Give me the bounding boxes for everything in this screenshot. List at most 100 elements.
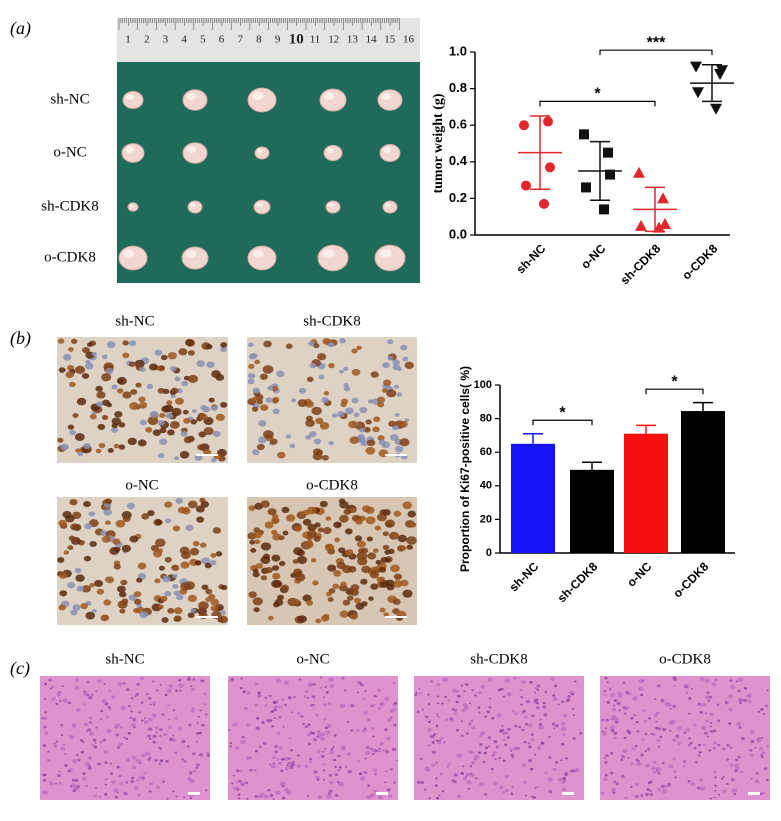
cell [210,552,217,558]
cell [308,757,313,761]
cell [308,760,313,764]
cell [89,582,95,588]
ruler-number: 4 [181,34,187,46]
cell [171,564,180,571]
cell [673,685,676,687]
cell [82,772,86,775]
cell [233,786,238,791]
cell [129,535,139,543]
cell [625,691,630,694]
cell [632,713,637,717]
cell [141,719,144,722]
cell [53,742,56,745]
cell [504,743,508,747]
cell [278,560,286,567]
cell [164,590,172,597]
cell [58,367,66,373]
cell [367,399,374,404]
cell [136,683,140,686]
cell [109,547,120,555]
y-tick-label: 0.0 [449,226,467,241]
cell [692,723,698,727]
cell [706,691,710,694]
cell [443,741,446,744]
ruler-number: 1 [125,34,131,46]
cell [374,525,382,531]
cell [622,681,626,684]
cell [307,682,314,688]
cell [726,758,730,761]
cell [262,365,274,374]
cell [644,732,648,735]
cell [623,712,627,715]
cell [101,373,112,382]
tumor [121,143,145,163]
cell [455,729,459,732]
cell [638,679,643,683]
cell [67,545,74,551]
cell [148,363,158,371]
cell [427,703,431,706]
cell [488,706,492,709]
cell [203,427,214,436]
cell [672,738,676,742]
cell [364,690,367,692]
cell [328,588,336,594]
tumor-highlight [126,94,134,100]
cell [190,709,195,713]
cell [336,411,345,418]
cell [647,747,651,751]
cell [552,767,557,772]
micrograph [228,676,398,800]
cell [187,500,198,509]
cell [180,551,191,560]
image-label: o-NC [125,477,158,493]
cell [74,567,82,574]
significance-bracket [645,388,704,395]
data-point [519,120,529,131]
cell [338,766,342,769]
cell [615,782,620,786]
cell [324,686,327,688]
cell [436,682,441,687]
cell [624,796,628,800]
cell [360,439,369,447]
cell [185,339,195,347]
cell [113,788,119,793]
cell [248,342,254,348]
cell [648,717,652,720]
cell [344,766,347,768]
cell [661,789,668,794]
cell [89,731,95,736]
cell [205,343,213,350]
cell [497,688,501,692]
cell [418,688,421,690]
cell [377,688,382,692]
cell [730,685,736,690]
cell [82,741,85,743]
cell [262,553,271,560]
cell [264,521,274,529]
cell [95,690,98,693]
cell [343,508,352,515]
cell [726,743,730,747]
cell [359,776,366,781]
cell [336,561,346,570]
tumor [182,89,208,111]
cell [338,547,346,554]
x-tick-label: o-CDK8 [679,241,720,282]
cell [114,410,123,418]
cell [738,726,742,729]
cell [254,769,257,772]
cell [69,381,76,388]
cell [190,419,198,425]
cell [287,757,291,760]
cell [657,788,662,792]
cell [364,757,367,760]
cell [88,511,96,517]
cell [67,581,76,589]
cell [278,746,283,750]
cell [307,524,317,532]
cell [109,762,112,765]
cell [83,722,89,727]
